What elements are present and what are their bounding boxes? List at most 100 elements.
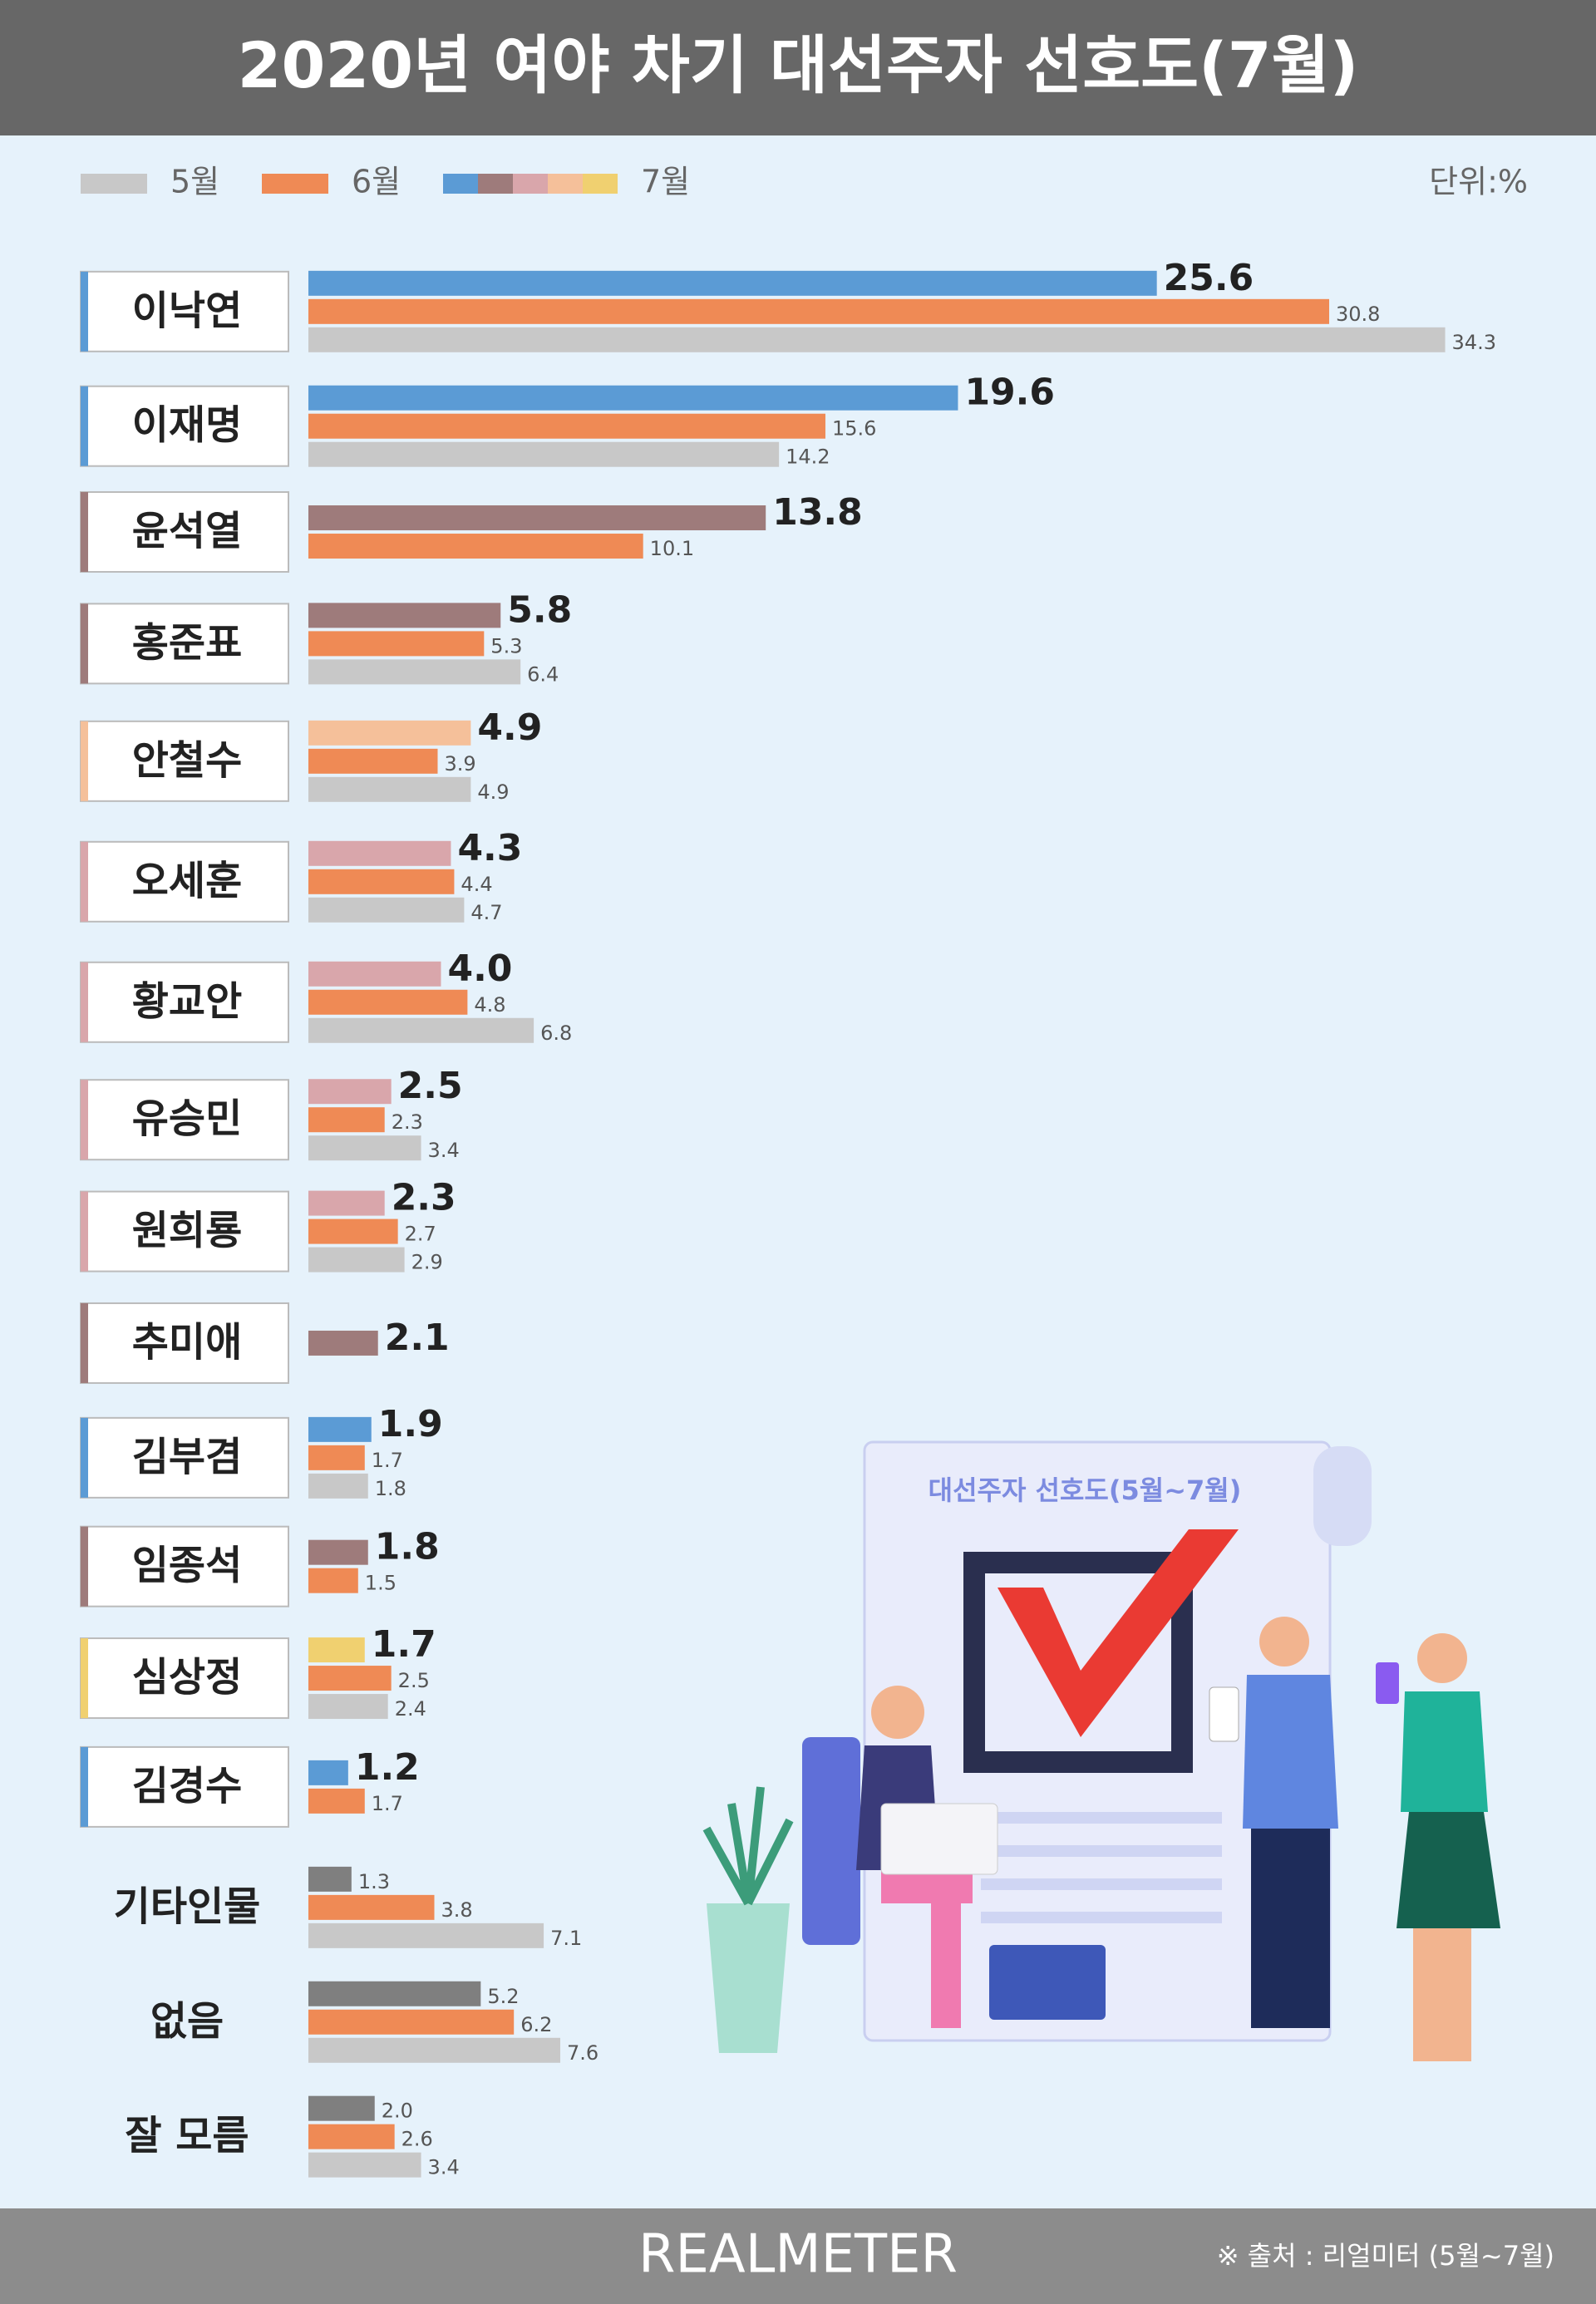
bar: [308, 869, 455, 894]
category-label: 추미애: [132, 1319, 242, 1366]
bar: [308, 989, 468, 1015]
value-label: 1.7: [372, 1449, 403, 1472]
value-label: 6.8: [540, 1022, 572, 1045]
bar: [308, 1922, 544, 1948]
value-label: 4.3: [457, 827, 522, 869]
category-label: 김경수: [132, 1763, 242, 1809]
label-box: [80, 1302, 289, 1384]
checkbox: [963, 1552, 1193, 1773]
bar: [308, 298, 1329, 324]
value-label: 3.4: [428, 2156, 460, 2179]
value-label: 4.9: [477, 780, 509, 804]
value-label: 30.8: [1336, 303, 1380, 326]
label-box: [80, 840, 289, 923]
laptop: [880, 1803, 998, 1875]
bar: [308, 1107, 385, 1133]
value-label: 2.7: [405, 1223, 436, 1246]
bar: [308, 1330, 378, 1356]
label-accent: [81, 1302, 88, 1383]
bar: [308, 327, 1446, 352]
value-label: 2.3: [392, 1110, 423, 1134]
bar: [308, 1247, 405, 1273]
value-label: 2.1: [385, 1317, 450, 1359]
label-box: [80, 491, 289, 574]
value-label: 6.4: [527, 662, 559, 686]
value-label: 4.9: [477, 706, 542, 749]
value-label: 3.9: [444, 752, 475, 775]
illustration: 대선주자 선호도(5월~7월): [702, 1440, 1500, 2061]
value-label: 10.1: [650, 537, 694, 560]
bar: [308, 1218, 398, 1244]
doc-line: [981, 1845, 1222, 1857]
bar: [308, 1981, 481, 2006]
category-label: 안철수: [132, 737, 242, 784]
value-label: 2.3: [392, 1177, 456, 1219]
doc-line: [981, 1812, 1222, 1824]
category-label: 임종석: [132, 1543, 242, 1589]
bar: [308, 1445, 365, 1470]
category-label: 기타인물: [114, 1883, 261, 1930]
person-legs: [881, 1870, 973, 1903]
value-label: 2.5: [398, 1065, 463, 1107]
value-label: 3.4: [428, 1139, 460, 1162]
check-mark: [998, 1529, 1239, 1737]
legend-swatch: [583, 174, 618, 194]
label-accent: [81, 1526, 88, 1607]
plant-pot: [707, 1903, 790, 2053]
value-label: 4.8: [474, 993, 505, 1017]
bar: [308, 1190, 385, 1216]
bar: [308, 1760, 348, 1785]
legend-swatch: [513, 174, 548, 194]
bar: [308, 1788, 365, 1814]
category-label: 오세훈: [132, 858, 242, 904]
briefcase: [989, 1945, 1106, 2020]
legend-swatch: [443, 174, 478, 194]
label-box: [80, 603, 289, 685]
chair: [802, 1737, 860, 1945]
legend-swatch: [262, 174, 328, 194]
bar: [308, 441, 780, 467]
title-bar: [0, 0, 1596, 135]
value-label: 7.6: [567, 2041, 598, 2065]
value-label: 19.6: [964, 372, 1055, 414]
category-label: 윤석열: [132, 508, 242, 554]
bar: [308, 1568, 358, 1593]
label-accent: [81, 1191, 88, 1272]
bar: [308, 1079, 392, 1105]
phone: [1376, 1662, 1399, 1704]
value-label: 1.9: [378, 1403, 443, 1445]
bar: [308, 659, 521, 685]
category-label: 이낙연: [132, 288, 242, 334]
bar: [308, 748, 438, 774]
legend-label: 6월: [352, 164, 401, 200]
bar: [308, 1135, 421, 1161]
legend-swatch: [81, 174, 147, 194]
value-label: 2.5: [398, 1669, 430, 1692]
person-head: [1259, 1617, 1309, 1666]
value-label: 2.0: [382, 2100, 413, 2123]
label-accent: [81, 1080, 88, 1160]
footer-bar: [0, 2208, 1596, 2304]
label-accent: [81, 1746, 88, 1827]
value-label: 2.4: [395, 1697, 426, 1721]
category-label: 이재명: [132, 402, 242, 449]
value-label: 1.8: [375, 1477, 406, 1500]
footer-source: ※ 출처 : 리얼미터 (5월~7월): [1217, 2240, 1554, 2272]
bar: [308, 1017, 534, 1043]
label-accent: [81, 1417, 88, 1498]
value-label: 1.7: [372, 1792, 403, 1815]
value-label: 5.8: [507, 588, 572, 631]
value-label: 5.2: [487, 1985, 519, 2008]
person-skirt: [1396, 1812, 1500, 1928]
bar: [308, 1637, 365, 1663]
label-accent: [81, 962, 88, 1042]
bar: [308, 505, 766, 531]
value-label: 1.2: [355, 1746, 420, 1789]
bar: [308, 1666, 392, 1691]
bar: [308, 385, 958, 411]
bar: [308, 2095, 375, 2121]
label-box: [80, 1525, 289, 1607]
bar: [308, 1539, 368, 1565]
legend-label: 5월: [170, 164, 219, 200]
value-label: 7.1: [550, 1927, 582, 1950]
